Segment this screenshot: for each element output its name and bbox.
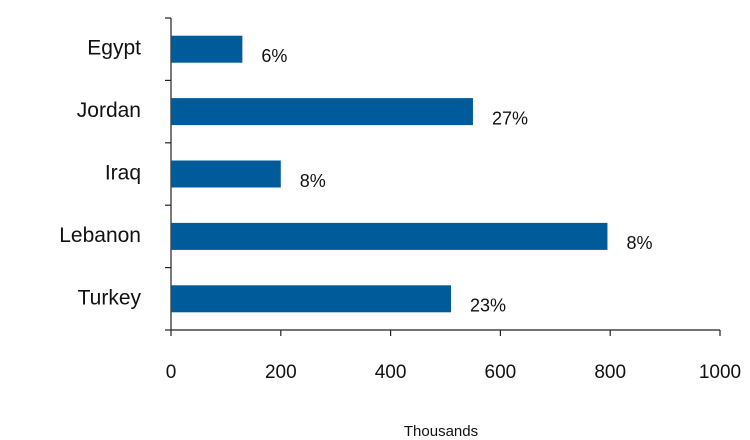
x-axis-title: Thousands — [404, 423, 478, 440]
x-tick-label: 600 — [485, 362, 517, 383]
value-label: 27% — [492, 108, 528, 128]
x-tick-label: 400 — [375, 362, 407, 383]
value-label: 23% — [470, 296, 506, 316]
x-tick-label: 1000 — [699, 362, 741, 383]
x-tick-label: 800 — [594, 362, 626, 383]
bar — [171, 35, 243, 63]
bar — [171, 222, 608, 250]
bar — [171, 98, 473, 126]
y-tick-label: Iraq — [105, 162, 141, 185]
y-tick-label: Turkey — [78, 286, 142, 309]
value-label: 8% — [300, 171, 326, 191]
y-tick-label: Egypt — [87, 37, 141, 60]
value-label: 6% — [261, 46, 287, 66]
bar — [171, 160, 281, 188]
bar — [171, 285, 451, 313]
value-label: 8% — [626, 233, 652, 253]
y-tick-label: Lebanon — [59, 224, 141, 247]
x-tick-label: 200 — [265, 362, 297, 383]
x-tick-label: 0 — [166, 362, 177, 383]
y-tick-label: Jordan — [77, 99, 141, 122]
